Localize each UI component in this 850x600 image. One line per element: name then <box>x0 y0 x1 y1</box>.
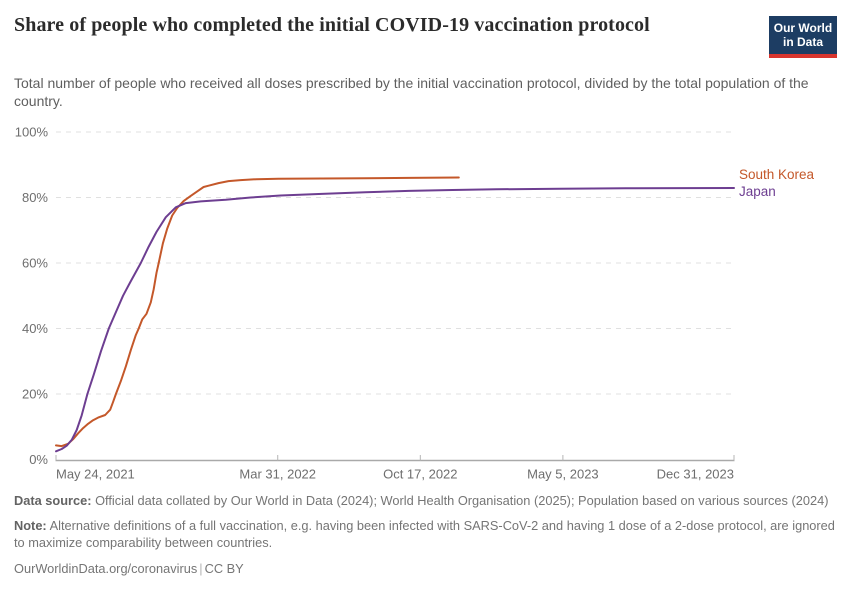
citation-line: OurWorldinData.org/coronavirus | CC BY <box>14 561 836 578</box>
series-line-south-korea[interactable] <box>55 176 460 448</box>
x-axis-tick-label: Dec 31, 2023 <box>657 467 734 482</box>
x-axis-tick-label: May 24, 2021 <box>56 467 135 482</box>
owid-logo-line1: Our World <box>773 21 833 35</box>
y-axis-tick-label: 100% <box>15 125 49 140</box>
series-line-japan[interactable] <box>55 187 735 453</box>
y-axis-tick-label: 0% <box>29 452 48 467</box>
x-axis-tick-label: Oct 17, 2022 <box>383 467 457 482</box>
x-axis-tick-label: Mar 31, 2022 <box>239 467 316 482</box>
note-text: Alternative definitions of a full vaccin… <box>14 517 835 550</box>
chart-subtitle: Total number of people who received all … <box>14 75 809 110</box>
x-axis-tick-label: May 5, 2023 <box>527 467 599 482</box>
page-title: Share of people who completed the initia… <box>14 14 650 36</box>
data-source-line: Data source: Official data collated by O… <box>14 493 836 510</box>
note-label: Note: <box>14 517 47 533</box>
owid-logo[interactable]: Our World in Data <box>769 16 837 58</box>
citation-separator: | <box>199 560 203 576</box>
y-axis-tick-label: 60% <box>22 256 48 271</box>
license-label: CC BY <box>204 560 244 576</box>
note-line: Note: Alternative definitions of a full … <box>14 518 836 552</box>
y-axis-tick-label: 20% <box>22 387 48 402</box>
series-label-south-korea[interactable]: South Korea <box>739 167 815 182</box>
line-chart: 0% 20% 40% 60% 80% 100% May 24, 2021 Mar 31, 20… <box>15 125 815 482</box>
chart-footer: Data source: Official data collated by O… <box>14 493 836 578</box>
series-label-japan[interactable]: Japan <box>739 184 776 199</box>
owid-link[interactable]: OurWorldinData.org/coronavirus <box>14 560 198 576</box>
owid-logo-line2: in Data <box>782 35 823 50</box>
data-source-text: Official data collated by Our World in D… <box>95 493 829 508</box>
y-axis-tick-label: 40% <box>22 321 48 336</box>
y-axis-tick-label: 80% <box>22 190 48 205</box>
data-source-label: Data source: <box>14 493 92 508</box>
